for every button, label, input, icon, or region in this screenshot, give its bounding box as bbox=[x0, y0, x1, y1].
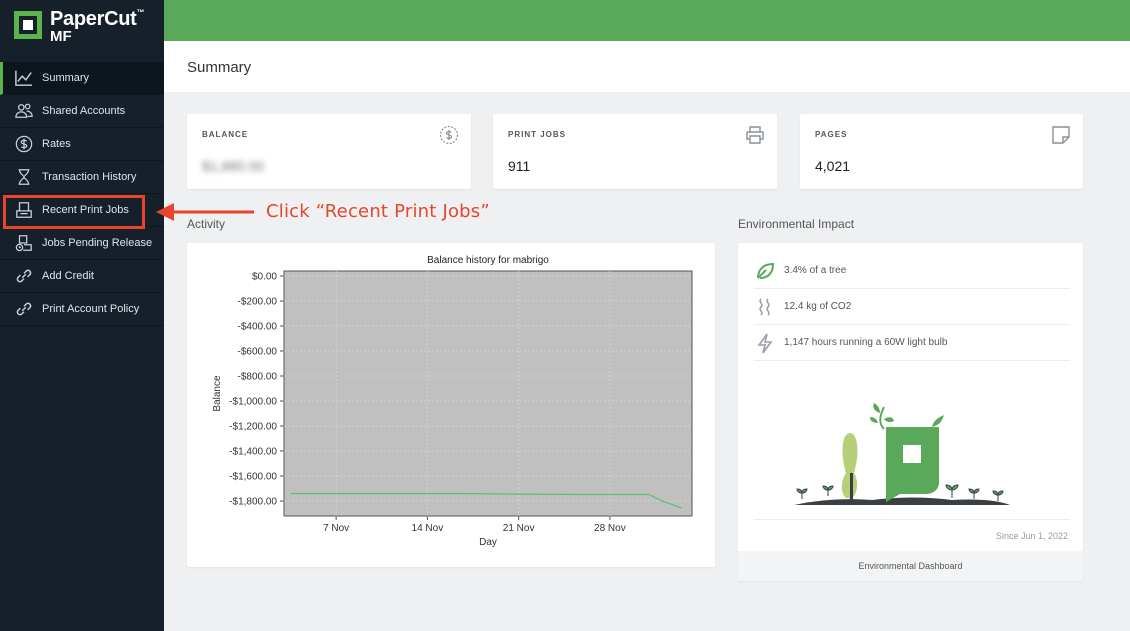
title-bar: Summary bbox=[164, 41, 1130, 92]
pages-label: PAGES bbox=[815, 130, 848, 139]
env-bulb-text: 1,147 hours running a 60W light bulb bbox=[784, 337, 948, 348]
x-tick-label: 21 Nov bbox=[503, 523, 535, 534]
y-tick-label: -$600.00 bbox=[238, 347, 278, 358]
environment-card: 3.4% of a tree 12.4 kg of CO2 1,147 hour… bbox=[738, 243, 1083, 581]
print-jobs-value: 911 bbox=[508, 158, 531, 174]
x-tick-label: 7 Nov bbox=[323, 523, 349, 534]
y-axis-label: Balance bbox=[212, 375, 223, 412]
annotation-arrow bbox=[156, 203, 254, 221]
sidebar-item-label: Print Account Policy bbox=[42, 303, 140, 315]
env-row-bulb: 1,147 hours running a 60W light bulb bbox=[754, 325, 1070, 361]
activity-chart-card: Balance history for mabrigo $0.00 -$200.00… bbox=[187, 243, 715, 567]
env-co2-text: 12.4 kg of CO2 bbox=[784, 301, 852, 312]
y-tick-label: -$1,800.00 bbox=[229, 497, 277, 508]
sidebar-item-add-credit[interactable]: Add Credit bbox=[0, 260, 164, 293]
annotation-text: Click “Recent Print Jobs” bbox=[266, 201, 490, 222]
chart-title: Balance history for mabrigo bbox=[427, 255, 549, 266]
leaf-icon bbox=[754, 260, 776, 282]
environment-illustration bbox=[794, 403, 1010, 505]
y-tick-label: -$800.00 bbox=[238, 372, 278, 383]
y-tick-label: -$1,600.00 bbox=[229, 472, 277, 483]
sidebar-item-summary[interactable]: Summary bbox=[0, 62, 164, 95]
x-tick-label: 14 Nov bbox=[412, 523, 444, 534]
environmental-dashboard-link[interactable]: Environmental Dashboard bbox=[738, 551, 1083, 581]
print-jobs-label: PRINT JOBS bbox=[508, 130, 567, 139]
divider bbox=[754, 519, 1070, 520]
lightning-icon bbox=[754, 332, 776, 354]
balance-label: BALANCE bbox=[202, 130, 249, 139]
page-icon bbox=[1051, 125, 1071, 145]
since-date: Since Jun 1, 2022 bbox=[995, 531, 1068, 541]
link-icon bbox=[14, 299, 34, 319]
sidebar-item-label: Add Credit bbox=[42, 270, 94, 282]
sidebar-item-label: Summary bbox=[42, 72, 90, 84]
printer-icon bbox=[745, 125, 765, 145]
dollar-circle-icon bbox=[14, 134, 34, 154]
logo-trademark: ™ bbox=[136, 8, 145, 17]
balance-series-line bbox=[290, 492, 682, 509]
sidebar-item-label: Jobs Pending Release bbox=[42, 237, 153, 249]
x-tick-label: 28 Nov bbox=[594, 523, 626, 534]
print-tray-icon bbox=[14, 200, 34, 220]
env-tree-text: 3.4% of a tree bbox=[784, 265, 847, 276]
x-axis-label: Day bbox=[479, 537, 497, 548]
balance-history-chart: Balance history for mabrigo $0.00 -$200.00… bbox=[212, 255, 693, 548]
link-icon bbox=[14, 266, 34, 286]
activity-title: Activity bbox=[187, 217, 226, 231]
sidebar-item-rates[interactable]: Rates bbox=[0, 128, 164, 161]
users-icon bbox=[14, 101, 34, 121]
y-tick-label: -$1,000.00 bbox=[229, 397, 277, 408]
pages-value: 4,021 bbox=[815, 158, 851, 174]
papercut-logo[interactable]: PaperCut™ MF bbox=[14, 8, 145, 45]
y-tick-label: -$200.00 bbox=[238, 297, 278, 308]
smoke-icon bbox=[754, 296, 776, 318]
sidebar-item-jobs-pending-release[interactable]: Jobs Pending Release bbox=[0, 227, 164, 260]
logo-text-mf: MF bbox=[50, 28, 72, 45]
sidebar-item-label: Transaction History bbox=[42, 171, 137, 183]
annotation-highlight-box bbox=[3, 195, 145, 229]
environmental-impact-title: Environmental Impact bbox=[738, 217, 855, 231]
y-tick-label: $0.00 bbox=[252, 272, 277, 283]
sidebar-nav: Summary Shared Accounts Rates Transactio… bbox=[0, 62, 164, 326]
balance-card: BALANCE $1,880.00 bbox=[187, 114, 471, 189]
dollar-circle-icon bbox=[439, 125, 459, 145]
sidebar-item-label: Rates bbox=[42, 138, 71, 150]
top-bar bbox=[164, 0, 1130, 41]
env-row-co2: 12.4 kg of CO2 bbox=[754, 289, 1070, 325]
y-tick-label: -$400.00 bbox=[238, 322, 278, 333]
sidebar-item-print-account-policy[interactable]: Print Account Policy bbox=[0, 293, 164, 326]
logo-text-papercut: PaperCut bbox=[50, 8, 137, 30]
sidebar-item-label: Shared Accounts bbox=[42, 105, 126, 117]
page-title: Summary bbox=[187, 59, 252, 76]
sidebar-item-shared-accounts[interactable]: Shared Accounts bbox=[0, 95, 164, 128]
y-tick-label: -$1,400.00 bbox=[229, 447, 277, 458]
print-jobs-card: PRINT JOBS 911 bbox=[493, 114, 777, 189]
balance-value: $1,880.00 bbox=[202, 158, 265, 174]
hourglass-icon bbox=[14, 167, 34, 187]
sidebar-item-transaction-history[interactable]: Transaction History bbox=[0, 161, 164, 194]
papercut-logo-mark bbox=[14, 9, 44, 39]
y-tick-label: -$1,200.00 bbox=[229, 422, 277, 433]
pending-release-icon bbox=[14, 233, 34, 253]
plot-area bbox=[283, 270, 693, 517]
chart-line-icon bbox=[14, 68, 34, 88]
env-row-tree: 3.4% of a tree bbox=[754, 253, 1070, 289]
sidebar: PaperCut™ MF Summary Shared Accounts Rat… bbox=[0, 0, 164, 631]
sidebar-item-label: Recent Print Jobs bbox=[42, 204, 129, 216]
pages-card: PAGES 4,021 bbox=[800, 114, 1083, 189]
